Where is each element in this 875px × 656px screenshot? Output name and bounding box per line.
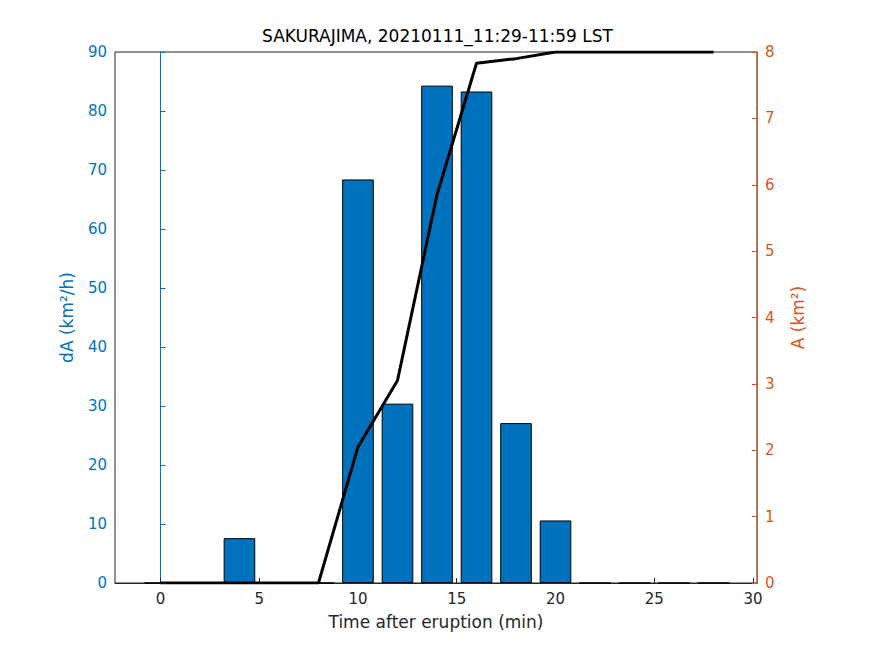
svg-text:25: 25 [645, 590, 664, 608]
svg-text:40: 40 [88, 338, 107, 356]
svg-text:70: 70 [88, 161, 107, 179]
svg-text:Time after eruption (min): Time after eruption (min) [328, 612, 544, 632]
svg-text:dA (km²/h): dA (km²/h) [57, 272, 77, 363]
svg-text:0: 0 [97, 574, 107, 592]
svg-text:3: 3 [765, 375, 775, 393]
svg-text:80: 80 [88, 102, 107, 120]
svg-text:20: 20 [88, 456, 107, 474]
svg-text:10: 10 [348, 590, 367, 608]
svg-text:10: 10 [88, 515, 107, 533]
svg-text:6: 6 [765, 176, 775, 194]
svg-text:50: 50 [88, 279, 107, 297]
svg-text:5: 5 [765, 242, 775, 260]
svg-text:5: 5 [254, 590, 264, 608]
svg-text:30: 30 [88, 397, 107, 415]
svg-text:15: 15 [447, 590, 466, 608]
svg-text:60: 60 [88, 220, 107, 238]
svg-text:2: 2 [765, 441, 775, 459]
svg-text:1: 1 [765, 508, 775, 526]
svg-text:0: 0 [765, 574, 775, 592]
svg-text:7: 7 [765, 109, 775, 127]
svg-text:8: 8 [765, 43, 775, 61]
svg-text:SAKURAJIMA, 20210111_11:29-11:: SAKURAJIMA, 20210111_11:29-11:59 LST [262, 26, 614, 47]
svg-text:30: 30 [744, 590, 763, 608]
svg-text:20: 20 [546, 590, 565, 608]
svg-text:0: 0 [156, 590, 166, 608]
svg-text:4: 4 [765, 309, 775, 327]
svg-text:90: 90 [88, 43, 107, 61]
svg-text:A (km²): A (km²) [788, 286, 808, 350]
